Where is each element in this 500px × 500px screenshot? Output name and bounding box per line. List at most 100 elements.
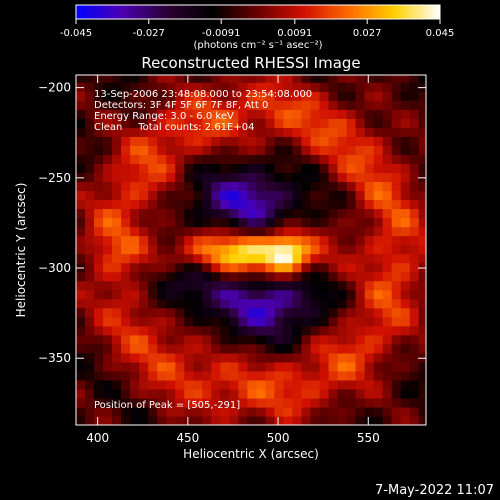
heatmap-cell — [418, 172, 426, 183]
heatmap-cell — [292, 307, 303, 318]
heatmap-cell — [157, 127, 167, 137]
heatmap-cell — [76, 118, 86, 128]
heatmap-cell — [121, 334, 131, 345]
heatmap-cell — [337, 118, 348, 128]
heatmap-cell — [211, 145, 221, 155]
heatmap-cell — [157, 217, 167, 228]
heatmap-cell — [139, 82, 149, 92]
heatmap-cell — [373, 199, 384, 210]
heatmap-cell — [157, 370, 167, 381]
heatmap-cell — [418, 352, 426, 363]
heatmap-cell — [409, 199, 420, 210]
heatmap-cell — [319, 280, 330, 291]
heatmap-cell — [220, 388, 230, 399]
heatmap-cell — [229, 406, 239, 417]
heatmap-cell — [76, 145, 86, 155]
heatmap-cell — [382, 136, 393, 146]
heatmap-cell — [346, 190, 357, 201]
heatmap-cell — [229, 199, 239, 210]
heatmap-cell — [220, 145, 230, 155]
heatmap-cell — [238, 118, 248, 128]
colorbar-tick-label: -0.045 — [60, 28, 92, 39]
heatmap-cell — [112, 226, 122, 237]
heatmap-cell — [400, 235, 411, 246]
heatmap-cell — [85, 334, 95, 345]
heatmap-cell — [193, 127, 203, 137]
heatmap-cell — [355, 226, 366, 237]
heatmap-cell — [337, 75, 348, 83]
heatmap-cell — [346, 199, 357, 210]
heatmap-cell — [418, 118, 426, 128]
heatmap-cell — [283, 199, 294, 210]
heatmap-cell — [382, 406, 393, 417]
heatmap-cell — [76, 91, 86, 101]
heatmap-cell — [112, 397, 122, 408]
heatmap-cell — [265, 235, 276, 246]
heatmap-cell — [274, 118, 285, 128]
heatmap-cell — [355, 388, 366, 399]
heatmap-cell — [373, 316, 384, 327]
heatmap-cell — [364, 190, 375, 201]
heatmap-cell — [94, 379, 104, 390]
heatmap-cell — [193, 190, 203, 201]
heatmap-cell — [364, 406, 375, 417]
heatmap-cell — [85, 325, 95, 336]
heatmap-cell — [121, 397, 131, 408]
heatmap-cell — [166, 343, 176, 354]
heatmap-cell — [103, 75, 113, 83]
heatmap-cell — [166, 253, 176, 264]
heatmap-cell — [355, 163, 366, 174]
heatmap-cell — [247, 127, 258, 137]
heatmap-cell — [265, 334, 276, 345]
heatmap-cells — [76, 75, 426, 425]
heatmap-cell — [418, 253, 426, 264]
heatmap-cell — [202, 181, 212, 192]
heatmap-cell — [337, 379, 348, 390]
heatmap-cell — [112, 163, 122, 174]
heatmap-cell — [166, 307, 176, 318]
heatmap-cell — [202, 145, 212, 155]
heatmap-cell — [274, 289, 285, 300]
heatmap-cell — [193, 415, 203, 425]
heatmap-cell — [229, 82, 239, 92]
heatmap-cell — [292, 190, 303, 201]
heatmap-cell — [202, 361, 212, 372]
heatmap-cell — [373, 271, 384, 282]
heatmap-cell — [256, 307, 267, 318]
heatmap-cell — [328, 370, 339, 381]
heatmap-cell — [400, 172, 411, 183]
heatmap-cell — [184, 154, 194, 164]
heatmap-cell — [310, 226, 321, 237]
heatmap-cell — [112, 91, 122, 101]
heatmap-cell — [139, 343, 149, 354]
heatmap-cell — [328, 388, 339, 399]
heatmap-cell — [130, 199, 140, 210]
heatmap-cell — [130, 244, 140, 255]
heatmap-cell — [157, 262, 167, 273]
heatmap-cell — [337, 82, 348, 92]
heatmap-cell — [184, 280, 194, 291]
heatmap-cell — [220, 307, 230, 318]
heatmap-cell — [247, 163, 258, 174]
heatmap-cell — [121, 82, 131, 92]
heatmap-cell — [220, 262, 230, 273]
heatmap-cell — [292, 334, 303, 345]
heatmap-cell — [157, 289, 167, 300]
heatmap-cell — [220, 127, 230, 137]
heatmap-cell — [220, 253, 230, 264]
heatmap-cell — [121, 118, 131, 128]
heatmap-cell — [391, 109, 402, 119]
heatmap-cell — [391, 145, 402, 155]
heatmap-cell — [139, 154, 149, 164]
heatmap-cell — [391, 298, 402, 309]
heatmap-cell — [301, 334, 312, 345]
heatmap-cell — [139, 415, 149, 425]
heatmap-cell — [112, 199, 122, 210]
heatmap-cell — [184, 181, 194, 192]
heatmap-cell — [373, 100, 384, 110]
heatmap-cell — [418, 82, 426, 92]
heatmap-cell — [166, 262, 176, 273]
heatmap-cell — [211, 226, 221, 237]
heatmap-cell — [400, 253, 411, 264]
annotation-detectors: Detectors: 3F 4F 5F 6F 7F 8F, Att 0 — [94, 100, 268, 111]
